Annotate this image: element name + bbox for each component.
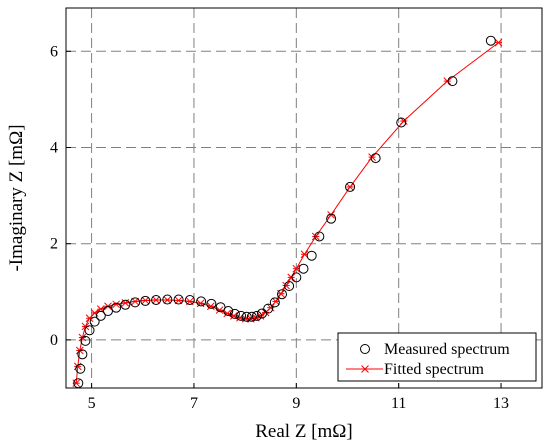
x-tick-label-4: 13 xyxy=(493,395,509,412)
y-tick-label-1: 2 xyxy=(50,236,58,253)
legend-star-shape xyxy=(361,365,369,373)
x-tick-label-1: 7 xyxy=(190,395,198,412)
fitted-point-18 xyxy=(206,302,215,311)
y-axis-label: -Imaginary Z [mΩ] xyxy=(6,124,27,271)
fitted-point-41 xyxy=(494,38,503,47)
measured-point-38 xyxy=(447,76,458,87)
plot-frame xyxy=(65,7,543,389)
measured-point-27 xyxy=(269,297,280,308)
y-tick-label-2: 4 xyxy=(50,139,58,156)
measured-point-1 xyxy=(75,363,86,374)
measured-point-6 xyxy=(95,310,106,321)
fitted-point-38 xyxy=(368,153,376,161)
measured-point-14 xyxy=(173,294,184,305)
x-axis-label: Real Z [mΩ] xyxy=(255,421,352,442)
measured-point-36 xyxy=(370,153,381,164)
measured-point-5 xyxy=(89,316,100,327)
measured-point-13 xyxy=(162,294,173,305)
x-tick-label-3: 11 xyxy=(391,395,406,412)
measured-point-10 xyxy=(130,297,141,308)
fitted-point-35 xyxy=(311,232,320,241)
legend-measured-marker xyxy=(360,344,370,354)
x-tick-label-0: 5 xyxy=(88,395,96,412)
legend-fitted-marker xyxy=(361,365,369,373)
fitted-point-37 xyxy=(346,183,354,191)
fitted-point-13 xyxy=(152,296,160,304)
measured-point-4 xyxy=(84,325,95,336)
series-layer xyxy=(72,35,503,389)
legend: Measured spectrum Fitted spectrum xyxy=(337,332,537,382)
measured-point-33 xyxy=(314,231,325,242)
legend-fitted-label: Fitted spectrum xyxy=(384,361,485,378)
measured-point-22 xyxy=(241,311,252,322)
fitted-point-9 xyxy=(112,300,121,309)
measured-point-37 xyxy=(396,117,407,128)
x-tick-label-2: 9 xyxy=(292,395,300,412)
measured-point-24 xyxy=(251,310,262,321)
legend-measured-label: Measured spectrum xyxy=(384,341,510,358)
measured-point-23 xyxy=(246,311,257,322)
measured-point-19 xyxy=(223,306,234,317)
measured-point-32 xyxy=(306,250,317,261)
y-tick-label-0: 0 xyxy=(50,332,58,349)
measured-point-34 xyxy=(326,213,337,224)
measured-point-29 xyxy=(284,281,295,292)
fitted-point-12 xyxy=(141,296,150,305)
measured-point-39 xyxy=(485,35,496,46)
measured-point-9 xyxy=(120,299,131,310)
axis-ticks: 5 7 9 11 13 0 2 4 6 xyxy=(50,43,509,412)
fitted-point-11 xyxy=(131,297,139,306)
measured-point-2 xyxy=(77,349,88,360)
measured-point-21 xyxy=(236,310,247,321)
fitted-point-32 xyxy=(287,273,296,282)
measured-point-28 xyxy=(276,289,287,300)
measured-point-26 xyxy=(263,303,274,314)
measured-point-16 xyxy=(196,296,207,307)
fitted-point-15 xyxy=(174,296,183,305)
measured-point-3 xyxy=(80,335,91,346)
legend-box xyxy=(337,332,537,382)
measured-point-8 xyxy=(111,302,122,313)
measured-point-11 xyxy=(140,295,151,306)
measured-point-20 xyxy=(229,308,240,319)
measured-point-15 xyxy=(184,294,195,305)
measured-point-12 xyxy=(151,294,162,305)
fitted-point-40 xyxy=(443,77,452,85)
plot-area xyxy=(66,8,542,388)
measured-point-30 xyxy=(291,272,302,283)
measured-point-31 xyxy=(298,263,309,274)
y-tick-label-3: 6 xyxy=(50,43,58,60)
measured-point-17 xyxy=(206,298,217,309)
fitted-point-31 xyxy=(282,281,290,290)
measured-point-35 xyxy=(345,181,356,192)
fitted-point-14 xyxy=(163,296,172,304)
measured-point-25 xyxy=(257,308,268,319)
